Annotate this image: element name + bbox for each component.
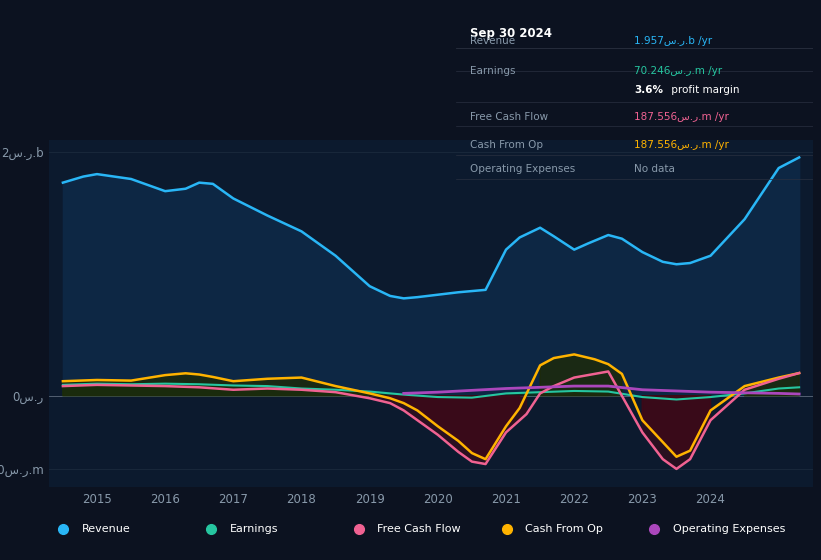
Text: Free Cash Flow: Free Cash Flow: [470, 113, 548, 123]
Text: Free Cash Flow: Free Cash Flow: [378, 524, 461, 534]
Text: Earnings: Earnings: [470, 66, 516, 76]
Text: No data: No data: [635, 164, 675, 174]
Text: 3.6%: 3.6%: [635, 85, 663, 95]
Text: 1.957س.ر.b /yr: 1.957س.ر.b /yr: [635, 36, 713, 45]
Text: Revenue: Revenue: [82, 524, 131, 534]
Text: 187.556س.ر.m /yr: 187.556س.ر.m /yr: [635, 113, 729, 123]
Text: Revenue: Revenue: [470, 36, 515, 45]
Text: 70.246س.ر.m /yr: 70.246س.ر.m /yr: [635, 66, 722, 76]
Text: Operating Expenses: Operating Expenses: [673, 524, 785, 534]
Text: Sep 30 2024: Sep 30 2024: [470, 27, 552, 40]
Text: profit margin: profit margin: [668, 85, 740, 95]
Text: Earnings: Earnings: [230, 524, 278, 534]
Text: 187.556س.ر.m /yr: 187.556س.ر.m /yr: [635, 140, 729, 150]
Text: Cash From Op: Cash From Op: [470, 140, 543, 150]
Text: Cash From Op: Cash From Op: [525, 524, 603, 534]
Text: Operating Expenses: Operating Expenses: [470, 164, 576, 174]
